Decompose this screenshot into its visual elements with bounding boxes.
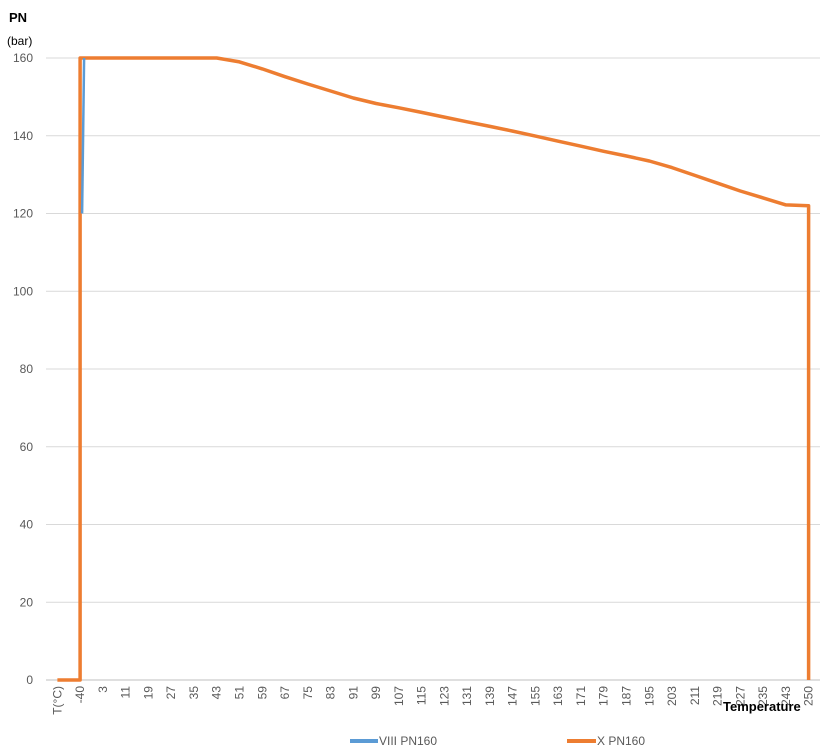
x-tick-label: 19 (141, 686, 155, 700)
series-line-viii-pn160 (80, 57, 86, 214)
x-tick-label: 35 (187, 686, 201, 700)
y-tick-label: 40 (20, 518, 34, 532)
x-tick-label: 131 (460, 686, 474, 706)
x-tick-label: 67 (278, 686, 292, 700)
gridlines (46, 57, 820, 681)
x-tick-label: 203 (665, 686, 679, 706)
y-tick-label: 120 (13, 207, 33, 221)
x-tick-label: 171 (574, 686, 588, 706)
legend: VIII PN160 X PN160 (350, 734, 645, 747)
x-tick-label: 123 (437, 686, 451, 706)
x-tick-label: 107 (392, 686, 406, 706)
y-tick-label: 140 (13, 129, 33, 143)
x-tick-label: 51 (233, 686, 247, 700)
y-axis-title: PN (9, 10, 27, 25)
series-lines (57, 56, 811, 682)
x-tick-label: 211 (688, 686, 702, 705)
y-axis-ticks: 0 20 40 60 80 100 120 140 160 (13, 51, 33, 687)
series-line-x-pn160 (57, 56, 811, 682)
x-tick-label: 59 (255, 686, 269, 700)
x-tick-label: 155 (528, 686, 542, 706)
x-tick-label: 227 (733, 686, 747, 706)
x-tick-label: 243 (779, 686, 793, 706)
x-tick-label: 75 (301, 686, 315, 700)
x-tick-label: 179 (597, 686, 611, 706)
x-tick-label: 83 (324, 686, 338, 700)
x-tick-label: 163 (551, 686, 565, 706)
x-tick-label: 147 (506, 686, 520, 706)
x-tick-label: 91 (346, 686, 360, 700)
x-tick-label: 3 (96, 686, 110, 693)
y-tick-label: 20 (20, 595, 34, 609)
y-axis-unit: (bar) (7, 34, 32, 48)
x-tick-label: 43 (210, 686, 224, 700)
x-tick-label: 99 (369, 686, 383, 700)
y-tick-label: 100 (13, 284, 33, 298)
x-tick-label: 11 (119, 686, 133, 699)
y-tick-label: 160 (13, 51, 33, 65)
x-tick-label: 250 (802, 686, 816, 706)
x-tick-label: 115 (415, 686, 429, 705)
legend-item-x-pn160: X PN160 (567, 734, 645, 747)
x-axis-ticks: T(°C) -40 3 11 19 27 35 43 51 59 67 75 83 91 99 107 115 1… (50, 686, 815, 715)
x-tick-label: T(°C) (50, 686, 64, 715)
x-tick-label: 219 (711, 686, 725, 706)
y-tick-label: 0 (26, 673, 33, 687)
x-tick-label: 27 (164, 686, 178, 700)
x-tick-label: 187 (620, 686, 634, 706)
x-tick-label: 235 (756, 686, 770, 706)
x-tick-label: 139 (483, 686, 497, 706)
legend-label-viii-pn160: VIII PN160 (379, 734, 437, 747)
legend-label-x-pn160: X PN160 (597, 734, 645, 747)
y-tick-label: 60 (20, 440, 34, 454)
y-tick-label: 80 (20, 362, 34, 376)
x-tick-label: -40 (73, 686, 87, 704)
x-axis-title: Temperature (723, 699, 801, 714)
x-tick-label: 195 (642, 686, 656, 706)
legend-item-viii-pn160: VIII PN160 (350, 734, 437, 747)
